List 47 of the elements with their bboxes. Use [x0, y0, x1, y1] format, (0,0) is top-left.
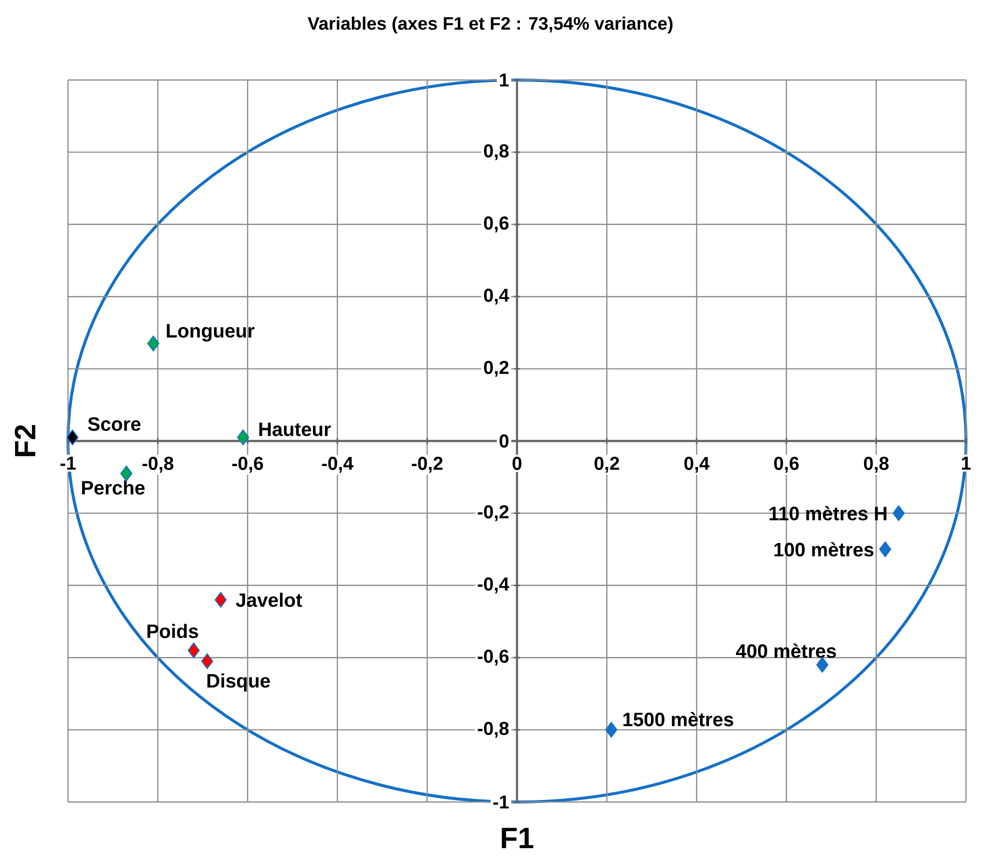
y-axis-title: F2 — [14, 425, 36, 456]
point — [879, 541, 892, 558]
y-tick-label: -0,2 — [478, 505, 508, 522]
annotation: 110 mètres H — [770, 506, 886, 520]
y-tick-label: -0,8 — [478, 722, 509, 738]
x-tick-label: -0,2 — [412, 456, 443, 473]
point — [816, 656, 828, 673]
annotation: Hauteur — [259, 422, 331, 436]
x-tick-label: 0,2 — [594, 456, 620, 473]
point — [201, 653, 214, 670]
x-tick-label: 1 — [962, 456, 971, 470]
x-tick-label: -1 — [60, 456, 76, 470]
point — [605, 722, 618, 738]
point — [214, 592, 227, 608]
point — [147, 336, 160, 352]
x-axis-title: F1 — [502, 828, 534, 848]
y-tick-label: 0,2 — [484, 360, 508, 377]
x-tick-label: 0 — [512, 456, 522, 470]
y-tick-label: 0,8 — [484, 144, 509, 160]
annotation: Longueur — [166, 324, 254, 342]
annotation: Poids — [147, 624, 198, 638]
point — [120, 466, 132, 482]
y-tick-label: 0 — [500, 434, 508, 448]
point — [188, 642, 200, 658]
x-tick-label: -0,8 — [142, 456, 174, 473]
annotation: Disque — [207, 673, 270, 692]
point — [66, 430, 79, 446]
x-tick-label: -0,6 — [232, 456, 264, 473]
annotation: Perche — [82, 480, 145, 495]
y-tick-label: -0,4 — [478, 577, 510, 594]
annotation: 1500 mètres — [623, 712, 734, 726]
y-tick-label: 1 — [500, 74, 509, 86]
x-tick-label: -0,4 — [322, 456, 354, 473]
x-tick-label: 0,8 — [864, 456, 889, 473]
annotation: Score — [88, 417, 141, 431]
x-tick-label: 0,4 — [684, 456, 710, 473]
annotation: 100 mètres — [774, 542, 874, 556]
y-tick-label: 0,6 — [484, 216, 509, 232]
y-tick-label: -1 — [493, 796, 509, 808]
chart-title: Variables (axes F1 et F2 : 73,54% variance) — [308, 16, 673, 34]
annotation: Javelot — [236, 592, 302, 607]
y-tick-label: 0,4 — [484, 288, 510, 305]
x-tick-label: 0,6 — [774, 456, 799, 473]
y-tick-label: -0,6 — [478, 650, 509, 666]
point — [892, 505, 905, 522]
point — [237, 430, 250, 446]
annotation: 400 mètres — [736, 644, 836, 658]
